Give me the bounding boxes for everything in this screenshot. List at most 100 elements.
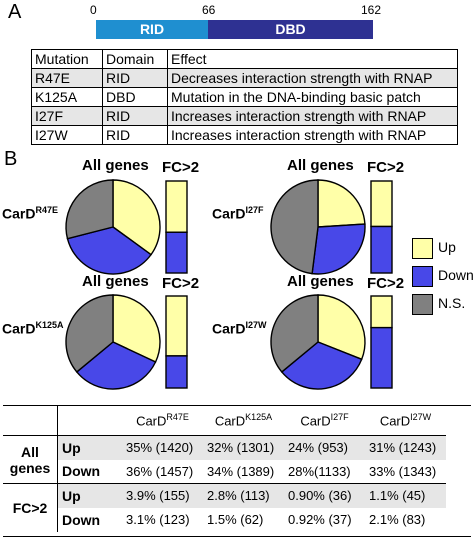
- fc-title: FC>2: [162, 159, 200, 176]
- effect-cell: Decreases interaction strength with RNAP: [167, 68, 458, 88]
- rid-domain-label: RID: [139, 21, 165, 37]
- mutation-cell: I27F: [31, 106, 103, 126]
- value-cell: 32% (1301): [203, 435, 284, 460]
- fc-bar-down-i27f: [370, 225, 393, 274]
- fc-bar-up-r47e: [165, 180, 188, 233]
- all-genes-title: All genes: [287, 273, 354, 290]
- mutant-sup: I27F: [245, 205, 264, 215]
- mutant-sup: R47E: [35, 205, 58, 215]
- group-label-line2: genes: [9, 459, 51, 476]
- col-base: CarD: [136, 413, 167, 429]
- pie-slice-up-k125a: [112, 294, 161, 363]
- legend-label-down: Down: [438, 267, 474, 283]
- group-label-fc: FC>2: [3, 483, 58, 532]
- row-label-up: Up: [57, 483, 122, 508]
- value-cell: 0.92% (37): [288, 512, 352, 527]
- group-label-all-genes: All genes: [3, 435, 58, 484]
- summary-table: CarDR47E CarDK125A CarDI27F CarDI27W All…: [3, 405, 446, 532]
- fc-bar-down-i27w: [370, 326, 393, 389]
- mutant-label-i27w: CarDI27W: [212, 320, 266, 337]
- fc-title: FC>2: [367, 275, 405, 292]
- pie-slice-down-k125a: [75, 341, 157, 390]
- effect-cell: Mutation in the DNA-binding basic patch: [167, 87, 458, 107]
- tick-162: 162: [361, 3, 382, 17]
- pie-slice-down-i27f: [311, 223, 366, 275]
- table-row: All genes Up 35% (1420) 32% (1301) 24% (…: [3, 435, 446, 484]
- tick-66: 66: [202, 3, 216, 17]
- value-cell: 34% (1389): [207, 463, 275, 479]
- tick-0: 0: [90, 3, 97, 17]
- panel-b-letter: B: [4, 148, 18, 170]
- mutant-base: CarD: [212, 320, 246, 337]
- mutant-sup: K125A: [35, 320, 64, 330]
- all-genes-title: All genes: [82, 157, 149, 174]
- row-label-down: Down: [57, 507, 122, 532]
- panel-a-letter: A: [8, 1, 22, 23]
- group-label-line1: All: [21, 443, 39, 460]
- legend-swatch-down: [412, 266, 433, 287]
- value-cell: 36% (1457): [126, 463, 194, 479]
- row-label-down: Down: [57, 459, 122, 484]
- pie-slice-ns-i27f: [270, 179, 319, 275]
- value-cell: 3.9% (155): [122, 483, 203, 508]
- row-label-up: Up: [57, 435, 122, 460]
- value-cell: 1.1% (45): [365, 483, 446, 508]
- header-effect: Effect: [167, 49, 458, 69]
- table-row: I27F RID Increases interaction strength …: [31, 106, 458, 126]
- rid-domain-bar: RID: [96, 20, 208, 39]
- pie-slice-ns-r47e: [65, 179, 114, 240]
- table-row: I27W RID Increases interaction strength …: [31, 125, 458, 145]
- mutant-base: CarD: [2, 320, 36, 337]
- value-cell: 35% (1420): [122, 435, 203, 460]
- table-row: FC>2 Up 3.9% (155) 2.8% (113) 0.90% (36)…: [3, 483, 446, 532]
- mutation-table: Mutation Domain Effect R47E RID Decrease…: [31, 49, 458, 145]
- legend-swatch-up: [412, 238, 433, 259]
- col-sup: R47E: [166, 411, 189, 422]
- empty-cell: [57, 405, 122, 436]
- all-genes-title: All genes: [287, 157, 354, 174]
- value-cell: 33% (1343): [369, 463, 437, 479]
- pie-slice-down-i27w: [280, 341, 363, 390]
- fc-bar-up-i27w: [370, 295, 393, 329]
- value-cell: 0.90% (36): [284, 483, 365, 508]
- pie-slice-up-i27f: [317, 179, 366, 228]
- mutant-label-k125a: CarDK125A: [2, 320, 63, 337]
- value-cell: 1.5% (62): [207, 512, 264, 527]
- mutant-base: CarD: [2, 205, 36, 222]
- domain-cell: RID: [102, 68, 168, 88]
- mutation-cell: I27W: [31, 125, 103, 145]
- col-base: CarD: [379, 413, 411, 429]
- col-sup: I27F: [330, 411, 349, 422]
- fc-title: FC>2: [162, 275, 200, 292]
- value-cell: 2.1% (83): [369, 512, 426, 527]
- value-cell: 24% (953): [284, 435, 365, 460]
- group-label-line1: FC>2: [12, 499, 48, 516]
- legend-swatch-ns: [412, 294, 433, 315]
- fc-bar-down-r47e: [165, 231, 188, 274]
- pie-slice-ns-i27w: [270, 294, 319, 373]
- mutation-table-header: Mutation Domain Effect: [31, 49, 458, 69]
- summary-table-frame: [3, 405, 471, 537]
- table-row: Down 3.1% (123) 1.5% (62) 0.92% (37) 2.1…: [3, 507, 446, 532]
- fc-bar-down-k125a: [165, 355, 188, 389]
- dbd-domain-bar: DBD: [208, 20, 373, 39]
- pie-slice-up-r47e: [112, 179, 161, 256]
- value-cell: 2.8% (113): [203, 483, 284, 508]
- mutant-sup: I27W: [245, 320, 267, 330]
- dbd-domain-label: DBD: [275, 21, 306, 37]
- fc-title: FC>2: [367, 159, 405, 176]
- domain-cell: RID: [102, 106, 168, 126]
- effect-cell: Increases interaction strength with RNAP: [167, 106, 458, 126]
- value-cell: 28%(1133): [288, 463, 351, 479]
- value-cell: 3.1% (123): [126, 512, 190, 527]
- mutant-label-r47e: CarDR47E: [2, 205, 58, 222]
- col-base: CarD: [214, 413, 246, 429]
- fc-bar-up-k125a: [165, 295, 188, 357]
- mutant-base: CarD: [212, 205, 246, 222]
- pie-slice-down-r47e: [66, 226, 152, 275]
- col-header-k125a: CarDK125A: [203, 405, 284, 436]
- col-header-i27w: CarDI27W: [365, 405, 446, 436]
- pie-slice-up-i27w: [317, 294, 366, 361]
- col-header-r47e: CarDR47E: [122, 405, 203, 436]
